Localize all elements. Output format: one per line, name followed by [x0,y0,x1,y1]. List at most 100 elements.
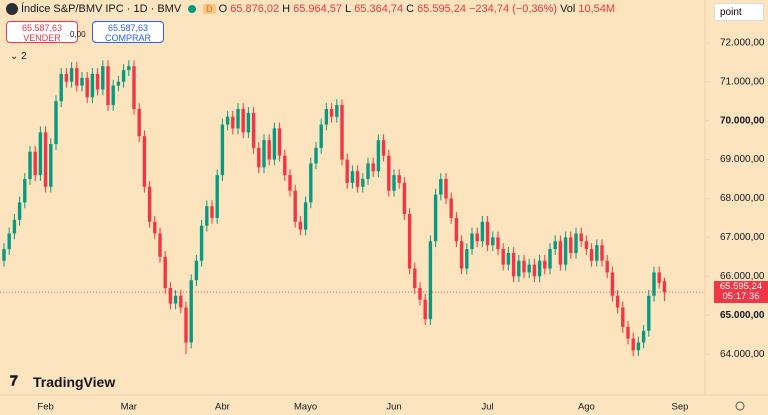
candle-body [496,237,500,250]
candle-body [600,245,604,261]
indicators-toggle[interactable]: ⌄ 2 [10,51,27,62]
candle-body [95,73,100,90]
ohlc-value: 65.595,24 [417,3,466,15]
candle-body [194,260,199,281]
x-tick-label: Jul [482,402,494,413]
x-tick-label: Abr [215,402,230,413]
candle-body [101,66,105,90]
candle-body [2,249,6,261]
ohlc-label: H [282,3,291,15]
candle-body [605,260,609,273]
candle-body [413,268,417,288]
candle-body [584,241,589,250]
candle-body [631,338,635,351]
candle-body [548,249,552,269]
x-tick-label: Mar [121,402,137,413]
candle-body [454,217,459,242]
candle-body [626,326,630,339]
candle-body [303,202,308,230]
candle-body [340,105,344,160]
spread: 0,00 [70,30,86,39]
candle-body [636,342,641,351]
change: −234,74 (−0,36%) [469,3,558,15]
candle-body [615,295,620,308]
market-status[interactable] [188,5,197,13]
candle-body [309,163,313,203]
candle-body [641,330,646,343]
candle-body [335,105,339,117]
candle-body [350,171,355,183]
candle-body [345,159,349,183]
candle-body [366,163,370,180]
candle-body [621,307,625,327]
sell-button[interactable]: 65.587,63 VENDER [6,21,78,43]
candle-body [532,264,537,277]
candle-body [199,225,204,261]
candle-body [64,73,69,82]
candle-body [381,140,386,156]
candle-body [579,233,583,242]
candle-body [511,252,516,277]
y-tick-label: 72.000,00 [720,37,765,48]
brand-logo: TradingView [33,374,116,390]
candle-body [387,155,391,191]
candle-body [433,194,438,242]
candle-body [236,108,240,129]
candle-body [262,140,266,168]
candle-body [137,108,141,137]
candle-body [298,221,303,230]
ohlc-value: 65.964,57 [293,3,343,15]
candle-body [90,73,95,98]
candle-body [355,171,360,187]
candle-body [132,66,136,109]
candle-body [33,151,37,176]
candle-body [142,136,147,187]
candle-body [267,140,271,160]
candle-body [12,219,17,234]
unit-selector[interactable]: point [714,3,764,21]
candle-body [257,147,261,168]
candle-body [397,175,401,183]
last-price: 65.595,24 [719,281,763,293]
candle-body [205,206,209,226]
candle-body [553,241,557,250]
candle-body [49,143,53,187]
candle-body [319,124,323,148]
candle-body [59,73,63,102]
candle-body [179,295,183,308]
candle-body [465,249,469,269]
candle-body [543,260,547,269]
sell-price: 65.587,63 [21,23,63,33]
ohlc-label: L [345,3,352,15]
candle-body [163,256,167,288]
session-badge[interactable]: D [203,4,216,14]
candle-body [402,182,407,215]
candle-body [147,186,152,222]
x-tick-label: Sep [672,402,689,413]
candle-body [7,233,11,250]
y-tick-label: 71.000,00 [720,76,765,87]
candle-body [168,287,173,304]
y-tick-label: 67.000,00 [720,232,765,243]
candle-body [506,252,511,265]
candle-body [595,245,599,261]
buy-price: 65.587,63 [107,23,149,33]
candle-body [480,221,485,242]
candle-body [376,140,381,172]
candle-body [428,241,433,320]
countdown: 05:17:36 [722,291,760,303]
candle-body [293,190,297,222]
candle-body [241,108,245,133]
candle-body [184,307,188,343]
settings-icon[interactable] [735,401,745,411]
candle-body [75,68,79,86]
candle-body [407,214,412,269]
candle-body [121,70,126,82]
ohlc-value: 65.364,74 [354,3,404,15]
y-tick-label: 69.000,00 [720,154,765,165]
buy-button[interactable]: 65.587,63 COMPRAR [92,21,164,43]
candle-body [23,179,27,203]
candle-body [657,272,661,283]
